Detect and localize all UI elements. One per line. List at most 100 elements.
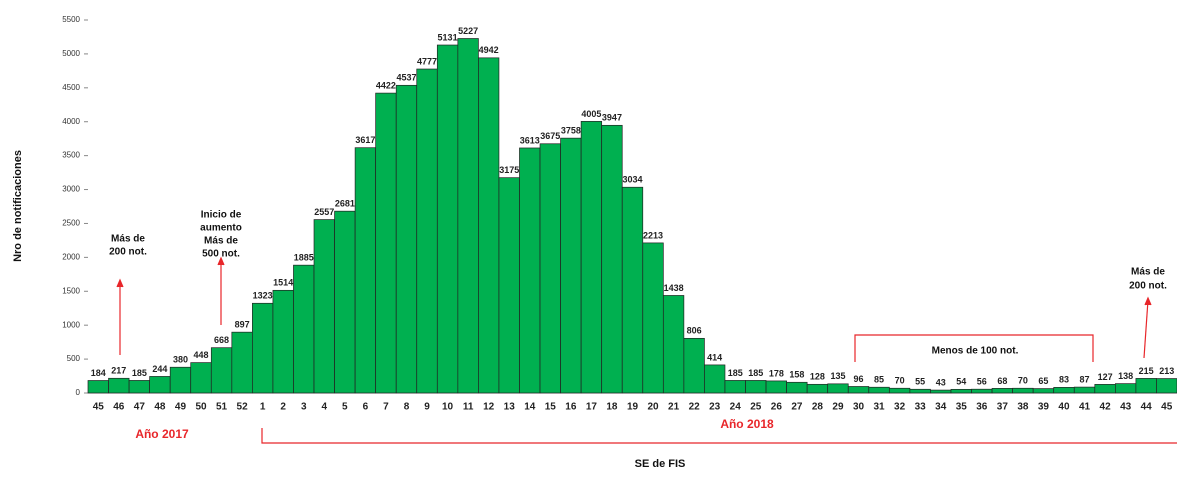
x-tick-label: 33: [915, 402, 927, 413]
x-tick-label: 17: [586, 402, 598, 413]
value-label: 83: [1059, 375, 1069, 385]
x-tick-label: 49: [175, 402, 187, 413]
x-tick-label: 44: [1141, 402, 1153, 413]
bar: [704, 364, 726, 394]
x-tick-label: 46: [113, 402, 125, 413]
value-label: 68: [997, 376, 1007, 386]
value-label: 4942: [479, 45, 499, 55]
bar: [724, 380, 746, 394]
bar: [601, 124, 623, 394]
annotation: Inicio de: [201, 210, 242, 221]
value-label: 1323: [253, 291, 273, 301]
bar: [169, 366, 192, 394]
bar: [128, 380, 150, 394]
value-label: 3947: [602, 113, 622, 123]
value-label: 380: [173, 355, 188, 365]
bar: [498, 177, 520, 394]
value-label: 3034: [622, 175, 642, 185]
y-axis-title: Nro de notificaciones: [12, 150, 24, 262]
value-label: 4537: [396, 73, 416, 83]
value-label: 3758: [561, 126, 581, 136]
value-label: 897: [235, 320, 250, 330]
x-tick-label: 18: [606, 402, 618, 413]
y-tick-label: 0: [76, 388, 81, 397]
bar: [293, 264, 315, 394]
value-label: 158: [789, 370, 804, 380]
bar: [847, 386, 870, 394]
bar: [930, 389, 952, 394]
y-tick-label: 3500: [62, 151, 80, 160]
bar: [354, 147, 377, 394]
bar: [1115, 383, 1137, 394]
annotation: Más de: [204, 236, 238, 247]
bar: [642, 242, 664, 394]
value-label: 127: [1098, 372, 1113, 382]
value-label: 185: [728, 368, 743, 378]
y-tick-label: 4500: [62, 83, 80, 92]
x-tick-label: 5: [342, 402, 348, 413]
x-tick-label: 41: [1079, 402, 1091, 413]
year-label: Año 2018: [720, 417, 774, 431]
x-tick-label: 24: [730, 402, 742, 413]
value-label: 178: [769, 368, 784, 378]
value-label: 185: [132, 368, 147, 378]
value-label: 4422: [376, 80, 396, 90]
value-label: 185: [748, 368, 763, 378]
x-axis-title: SE de FIS: [635, 458, 686, 470]
year-label: Año 2017: [135, 427, 189, 441]
value-label: 2213: [643, 230, 663, 240]
value-label: 85: [874, 375, 884, 385]
x-tick-label: 35: [956, 402, 968, 413]
annotation: aumento: [200, 223, 242, 234]
bar: [806, 383, 829, 394]
x-tick-label: 3: [301, 402, 307, 413]
x-tick-label: 51: [216, 402, 228, 413]
x-tick-label: 32: [894, 402, 906, 413]
bar: [560, 137, 582, 394]
value-label: 3613: [520, 135, 540, 145]
x-tick-label: 48: [154, 402, 166, 413]
bar: [991, 388, 1013, 394]
annotation: Más de: [1131, 267, 1165, 278]
y-tick-label: 2500: [62, 219, 80, 228]
bar: [108, 377, 130, 394]
bar: [519, 147, 541, 394]
x-tick-label: 45: [1161, 402, 1173, 413]
x-tick-label: 30: [853, 402, 865, 413]
value-label: 5227: [458, 26, 478, 36]
y-tick-label: 5500: [62, 15, 80, 24]
value-label: 54: [956, 377, 966, 387]
x-tick-label: 4: [322, 402, 328, 413]
x-tick-label: 27: [791, 402, 803, 413]
x-tick-label: 43: [1120, 402, 1132, 413]
value-label: 806: [687, 326, 702, 336]
bar: [190, 362, 212, 394]
bar: [888, 387, 911, 394]
x-tick-label: 7: [383, 402, 389, 413]
y-tick-label: 2000: [62, 252, 80, 261]
bar: [436, 44, 459, 394]
value-label: 1514: [273, 278, 293, 288]
y-tick-label: 1500: [62, 286, 80, 295]
x-tick-label: 20: [647, 402, 659, 413]
x-tick-label: 10: [442, 402, 454, 413]
value-label: 213: [1159, 366, 1174, 376]
x-tick-label: 8: [404, 402, 410, 413]
bar: [334, 210, 356, 394]
x-tick-label: 21: [668, 402, 680, 413]
bar: [1156, 378, 1177, 394]
x-tick-label: 23: [709, 402, 721, 413]
x-tick-label: 2: [280, 402, 286, 413]
bar: [313, 219, 335, 394]
x-tick-label: 38: [1017, 402, 1029, 413]
value-label: 5131: [438, 32, 458, 42]
value-label: 70: [1018, 376, 1028, 386]
bar: [375, 92, 397, 394]
bar: [1053, 387, 1075, 394]
value-label: 244: [152, 364, 167, 374]
value-label: 135: [830, 371, 845, 381]
bar: [87, 380, 109, 394]
value-label: 56: [977, 377, 987, 387]
bar: [662, 295, 685, 394]
bar: [1012, 387, 1034, 394]
